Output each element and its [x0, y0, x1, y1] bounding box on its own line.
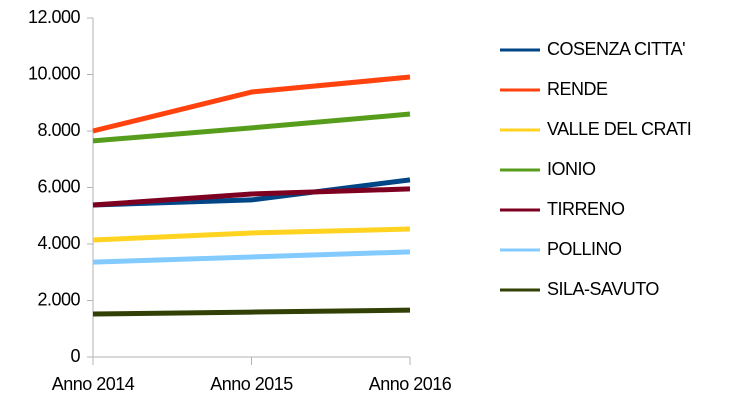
y-tick-label: 4.000 — [37, 233, 80, 253]
line-series — [92, 307, 411, 317]
y-tick-label: 10.000 — [28, 63, 81, 83]
y-tick-label: 2.000 — [37, 289, 80, 309]
legend-label: RENDE — [547, 79, 608, 99]
x-tick-label: Anno 2015 — [210, 374, 293, 394]
legend-label: SILA-SAVUTO — [547, 279, 659, 299]
legend-label: POLLINO — [547, 239, 622, 259]
legend-label: IONIO — [547, 159, 596, 179]
x-tick-label: Anno 2014 — [52, 374, 135, 394]
line-series — [92, 74, 411, 134]
x-tick-label: Anno 2016 — [369, 374, 452, 394]
y-tick-label: 12.000 — [28, 7, 81, 27]
y-tick-label: 0 — [70, 346, 80, 366]
y-tick-label: 6.000 — [37, 176, 80, 196]
line-series — [92, 111, 411, 144]
line-series — [92, 226, 411, 243]
legend-label: VALLE DEL CRATI — [547, 119, 691, 139]
y-tick-label: 8.000 — [37, 120, 80, 140]
legend-label: TIRRENO — [547, 199, 625, 219]
line-series — [92, 186, 411, 208]
line-series — [92, 249, 411, 265]
legend-label: COSENZA CITTA' — [547, 39, 685, 59]
